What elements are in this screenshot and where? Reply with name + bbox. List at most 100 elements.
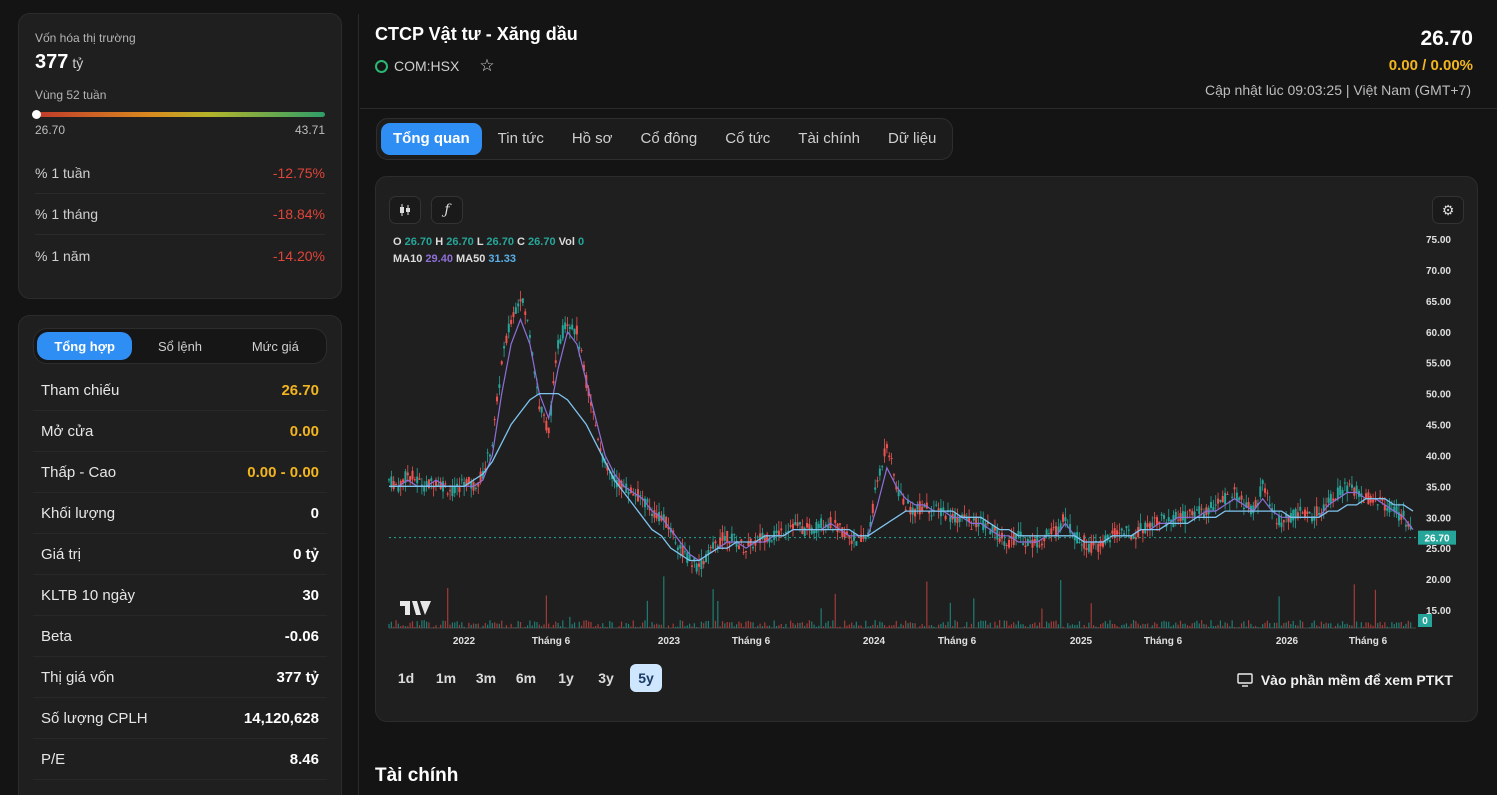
star-icon[interactable]: ☆ (479, 56, 495, 75)
volume-bar (919, 626, 921, 628)
candle-body (432, 487, 435, 489)
volume-bar (649, 626, 651, 628)
range-3y[interactable]: 3y (598, 670, 614, 686)
volume-bar (1222, 625, 1224, 628)
volume-bar (454, 622, 456, 628)
tab-profile[interactable]: Hồ sơ (571, 130, 613, 147)
volume-bar (818, 625, 820, 628)
price-chart[interactable]: 75.00 70.00 65.00 60.00 55.00 50.00 45.00 40.00… (376, 177, 1479, 647)
range-1y[interactable]: 1y (558, 670, 574, 686)
candle-body (1278, 515, 1281, 526)
range-5y[interactable]: 5y (630, 664, 662, 692)
volume-bar (1252, 626, 1254, 628)
candle-body (1235, 492, 1238, 501)
candle-body (702, 561, 705, 565)
volume-bar (1212, 626, 1214, 628)
volume-bar (963, 626, 966, 628)
x-tick-label: 2023 (658, 636, 681, 647)
volume-bar (858, 625, 860, 628)
candle-body (1092, 541, 1095, 546)
volume-bar (1198, 623, 1200, 628)
tab-news[interactable]: Tin tức (497, 130, 544, 147)
candle-body (1292, 510, 1295, 521)
stat-row: Tham chiếu 26.70 (33, 370, 327, 411)
volume-bar (829, 626, 832, 628)
candle-body (784, 532, 787, 534)
volume-bar (510, 623, 512, 628)
volume-bar (451, 622, 454, 628)
range-52w-high: 43.71 (294, 123, 325, 137)
candle-body (1123, 533, 1126, 537)
range-1m[interactable]: 1m (435, 670, 457, 686)
candle-body (1397, 512, 1400, 521)
tab-shareholders[interactable]: Cổ đông (640, 130, 698, 147)
volume-bar (703, 623, 705, 628)
candle-body (1346, 485, 1349, 494)
volume-bar (625, 623, 627, 628)
indicator-icon[interactable]: ƒ (431, 196, 463, 224)
volume-bar (1090, 603, 1092, 628)
candle-body (1299, 506, 1302, 511)
volume-bar (794, 624, 796, 628)
candle-body (813, 530, 816, 534)
volume-bar (900, 623, 902, 628)
volume-bar (1078, 621, 1081, 628)
candle-body (723, 536, 726, 541)
candle-body (1334, 498, 1337, 501)
volume-bar (1224, 622, 1226, 628)
candle-body (888, 455, 891, 458)
volume-bar (782, 626, 785, 628)
stat-row: Giá trị 0 tỷ (33, 534, 327, 575)
candle-body (1217, 498, 1220, 504)
candle-body (1064, 517, 1067, 522)
y-tick-label: 45.00 (1426, 421, 1451, 432)
volume-bar (1102, 623, 1104, 628)
volume-bar (853, 625, 855, 628)
candle-body (1287, 515, 1290, 522)
open-ta-software-link[interactable]: Vào phần mềm để xem PTKT (1237, 672, 1453, 688)
candle-body (444, 483, 447, 485)
range-6m[interactable]: 6m (515, 670, 537, 686)
volume-bar (1320, 621, 1323, 628)
candle-body (808, 523, 811, 530)
candle-body (434, 480, 437, 487)
candle-body (695, 563, 698, 572)
volume-bar (1062, 626, 1064, 628)
volume-bar (578, 621, 580, 628)
candle-body (1271, 508, 1274, 511)
candle-body (1327, 497, 1330, 503)
volume-bar (1259, 627, 1261, 628)
volume-bar (1372, 625, 1374, 628)
volume-bar (1231, 620, 1233, 628)
volume-bar (642, 622, 644, 628)
candle-body (528, 335, 531, 338)
tab-summary[interactable]: Tổng hợp (37, 332, 133, 360)
tab-dividends[interactable]: Cổ tức (725, 130, 771, 147)
volume-bar (1344, 624, 1346, 628)
candle-body (977, 524, 980, 527)
tab-overview[interactable]: Tổng quan (381, 123, 482, 155)
gear-icon[interactable]: ⚙ (1432, 196, 1464, 224)
volume-bar (705, 621, 707, 628)
volume-bar (623, 626, 625, 628)
tab-order-book[interactable]: Sổ lệnh (157, 338, 203, 354)
candle-body (810, 527, 813, 534)
volume-bar (1135, 620, 1137, 628)
candlestick-icon[interactable] (389, 196, 421, 224)
volume-bar (1163, 620, 1165, 628)
candle-body (1231, 496, 1234, 498)
candle-body (1125, 526, 1128, 529)
candle-body (1069, 524, 1072, 533)
volume-bar (524, 626, 526, 628)
volume-bar (987, 624, 989, 628)
range-1d[interactable]: 1d (397, 670, 415, 686)
candle-body (1151, 522, 1154, 527)
candle-body (939, 507, 942, 517)
tab-price-levels[interactable]: Mức giá (251, 338, 299, 354)
tab-financials[interactable]: Tài chính (798, 130, 860, 147)
range-3m[interactable]: 3m (475, 670, 497, 686)
candle-body (726, 531, 729, 543)
tab-data[interactable]: Dữ liệu (888, 130, 937, 147)
volume-bar (1217, 624, 1219, 628)
candle-body (716, 545, 719, 548)
